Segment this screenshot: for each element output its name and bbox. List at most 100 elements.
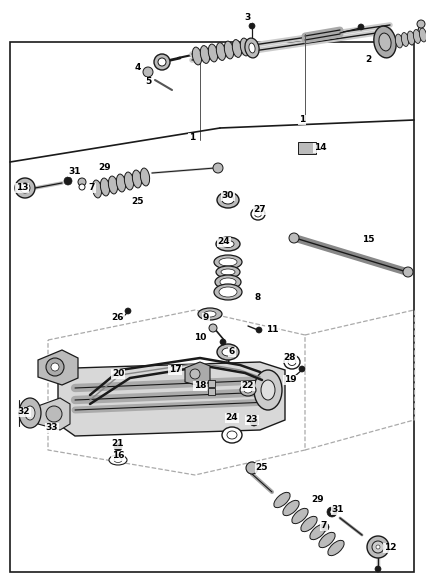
Circle shape xyxy=(329,510,333,514)
Circle shape xyxy=(375,545,379,549)
Ellipse shape xyxy=(227,431,236,439)
Circle shape xyxy=(213,163,222,173)
Circle shape xyxy=(190,369,199,379)
Ellipse shape xyxy=(239,384,256,396)
Text: 27: 27 xyxy=(253,205,266,214)
Ellipse shape xyxy=(282,500,299,515)
Ellipse shape xyxy=(216,43,225,60)
Ellipse shape xyxy=(140,168,149,186)
Circle shape xyxy=(20,183,30,193)
Text: 3: 3 xyxy=(244,14,250,22)
Circle shape xyxy=(64,177,72,185)
Ellipse shape xyxy=(406,31,414,45)
Polygon shape xyxy=(38,350,78,385)
Ellipse shape xyxy=(248,43,254,53)
Circle shape xyxy=(371,541,383,553)
Text: 21: 21 xyxy=(112,440,124,448)
Text: 19: 19 xyxy=(283,376,296,384)
Ellipse shape xyxy=(208,44,217,62)
Text: 16: 16 xyxy=(112,451,124,460)
Ellipse shape xyxy=(213,255,242,269)
Ellipse shape xyxy=(418,28,426,42)
Ellipse shape xyxy=(25,406,35,420)
Text: 1: 1 xyxy=(298,116,305,124)
Ellipse shape xyxy=(222,348,233,356)
Circle shape xyxy=(219,339,225,345)
Circle shape xyxy=(256,327,262,333)
Ellipse shape xyxy=(300,517,317,532)
Ellipse shape xyxy=(216,344,239,360)
Ellipse shape xyxy=(400,33,408,46)
Text: 9: 9 xyxy=(202,313,209,322)
Text: 33: 33 xyxy=(46,423,58,433)
Ellipse shape xyxy=(240,38,249,56)
Ellipse shape xyxy=(224,41,233,59)
Polygon shape xyxy=(58,362,284,436)
Ellipse shape xyxy=(219,287,236,297)
Ellipse shape xyxy=(216,266,239,278)
Text: 18: 18 xyxy=(193,382,206,390)
Ellipse shape xyxy=(100,178,109,196)
Text: 26: 26 xyxy=(112,313,124,322)
Ellipse shape xyxy=(260,380,274,400)
Circle shape xyxy=(288,233,298,243)
Ellipse shape xyxy=(373,26,395,58)
Text: 12: 12 xyxy=(383,544,395,552)
Ellipse shape xyxy=(216,237,239,251)
Ellipse shape xyxy=(291,508,308,524)
Text: 24: 24 xyxy=(225,413,238,423)
Circle shape xyxy=(357,24,363,30)
Bar xyxy=(207,388,215,395)
Ellipse shape xyxy=(254,211,261,217)
Ellipse shape xyxy=(253,370,281,410)
Text: 15: 15 xyxy=(361,235,373,245)
Circle shape xyxy=(326,507,336,517)
Text: 13: 13 xyxy=(16,184,28,193)
Text: 28: 28 xyxy=(283,353,296,363)
Ellipse shape xyxy=(309,524,325,539)
Circle shape xyxy=(114,443,122,451)
Ellipse shape xyxy=(216,192,239,208)
Circle shape xyxy=(416,20,424,28)
Text: 24: 24 xyxy=(217,238,230,247)
Ellipse shape xyxy=(221,269,234,275)
Ellipse shape xyxy=(222,196,233,204)
Circle shape xyxy=(125,308,131,314)
Circle shape xyxy=(208,324,216,332)
Bar xyxy=(297,142,315,154)
Text: 6: 6 xyxy=(228,348,235,356)
Ellipse shape xyxy=(412,29,420,43)
Text: 20: 20 xyxy=(112,369,124,379)
Text: 25: 25 xyxy=(132,197,144,207)
Circle shape xyxy=(46,358,64,376)
Text: 29: 29 xyxy=(311,495,324,504)
Ellipse shape xyxy=(273,492,290,508)
Ellipse shape xyxy=(204,311,216,317)
Text: 5: 5 xyxy=(144,77,151,86)
Circle shape xyxy=(320,523,328,531)
Ellipse shape xyxy=(132,170,141,188)
Ellipse shape xyxy=(198,308,222,320)
Text: 2: 2 xyxy=(364,56,370,65)
Text: 32: 32 xyxy=(18,407,30,417)
Ellipse shape xyxy=(109,455,127,465)
Text: 25: 25 xyxy=(255,464,268,473)
Ellipse shape xyxy=(327,541,343,556)
Circle shape xyxy=(79,184,85,190)
Ellipse shape xyxy=(219,278,236,286)
Text: 29: 29 xyxy=(98,164,111,173)
Ellipse shape xyxy=(222,241,233,248)
Bar xyxy=(207,380,215,387)
Text: 23: 23 xyxy=(245,416,258,424)
Ellipse shape xyxy=(215,275,240,289)
Circle shape xyxy=(143,67,153,77)
Ellipse shape xyxy=(287,359,295,366)
Text: 4: 4 xyxy=(135,63,141,73)
Ellipse shape xyxy=(124,172,133,190)
Text: 31: 31 xyxy=(69,167,81,177)
Circle shape xyxy=(78,178,86,186)
Text: 1: 1 xyxy=(188,133,195,143)
Ellipse shape xyxy=(250,208,265,220)
Polygon shape xyxy=(38,398,70,430)
Circle shape xyxy=(402,267,412,277)
